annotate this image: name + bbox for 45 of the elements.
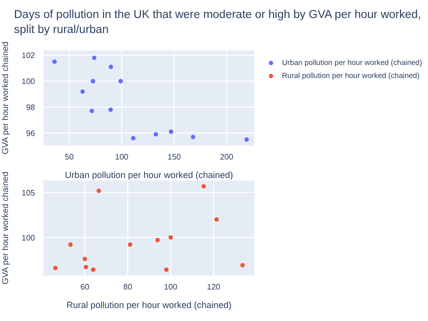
point (202, 184, 206, 188)
y-tick-label: 100 (22, 76, 36, 86)
point (118, 78, 123, 84)
y-tick-label: 100 (22, 233, 36, 242)
x-tick-label: 150 (168, 152, 182, 162)
point (190, 134, 196, 140)
point (90, 78, 96, 84)
x-axis-title: Rural pollution per hour worked (chained) (66, 300, 232, 310)
point (168, 235, 173, 240)
y-tick-label: 102 (22, 51, 36, 60)
point (52, 59, 57, 64)
point (128, 242, 132, 247)
y-tick-label: 96 (26, 128, 36, 138)
point (168, 130, 174, 134)
point (155, 238, 160, 242)
x-tick-label: 60 (80, 282, 90, 292)
point (108, 107, 113, 112)
point (154, 132, 158, 137)
point (53, 266, 58, 270)
x-tick-label: 100 (164, 282, 178, 292)
point (131, 136, 136, 140)
x-tick-label: 80 (123, 282, 133, 292)
x-axis-title: Urban pollution per hour worked (chained) (64, 170, 234, 180)
x-tick-label: 100 (115, 152, 129, 162)
x-tick-label: 50 (64, 152, 74, 162)
x-tick-label: 200 (220, 152, 234, 162)
point (164, 268, 169, 272)
point (84, 264, 88, 270)
chart-title: Days of pollution in the UK that were moderate or high by GVA per hour worked, split by rural/urban (14, 8, 422, 38)
y-axis-title: GVA per hour worked chained (0, 171, 10, 284)
point (80, 89, 85, 94)
y-tick-label: 105 (22, 188, 36, 198)
x-tick-label: 120 (206, 282, 221, 292)
point (82, 256, 88, 262)
y-axis-title: GVA per hour worked chained (0, 41, 10, 154)
point (68, 242, 73, 247)
point (240, 263, 245, 268)
point (90, 108, 94, 114)
y-tick-label: 98 (26, 102, 36, 112)
point (108, 64, 114, 70)
point (244, 137, 249, 142)
point (92, 56, 96, 60)
point (91, 268, 96, 272)
point (214, 217, 219, 222)
point (96, 188, 101, 193)
